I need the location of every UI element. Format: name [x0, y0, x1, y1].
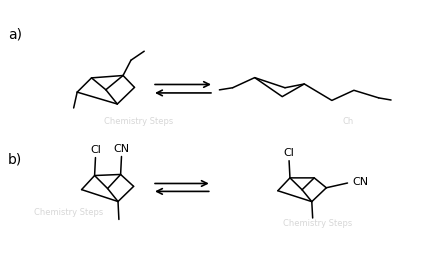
Text: Chemistry Steps: Chemistry Steps — [34, 208, 103, 217]
Text: b): b) — [8, 153, 22, 167]
Text: Ch: Ch — [343, 117, 354, 126]
Text: CN: CN — [352, 177, 368, 187]
Text: Cl: Cl — [284, 148, 295, 158]
Text: Chemistry Steps: Chemistry Steps — [283, 219, 352, 228]
Text: CN: CN — [113, 144, 130, 154]
Text: Chemistry Steps: Chemistry Steps — [104, 117, 174, 126]
Text: a): a) — [8, 27, 22, 41]
Text: Cl: Cl — [90, 145, 101, 155]
